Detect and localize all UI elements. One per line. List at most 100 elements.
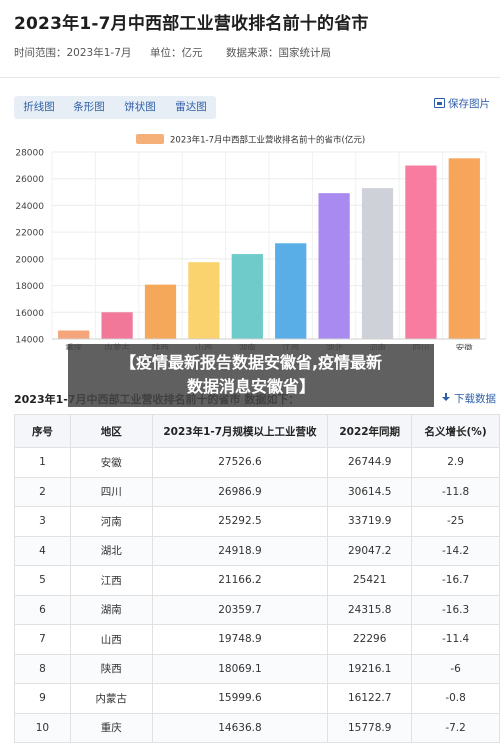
table-row: 7 山西 19748.9 22296 -11.4 (14, 624, 500, 655)
cell-revenue-2023: 19748.9 (151, 624, 329, 655)
table-row: 9 内蒙古 15999.6 16122.7 -0.8 (14, 683, 500, 714)
bar-江西 (275, 243, 307, 339)
cell-revenue-2022: 25421 (327, 565, 413, 596)
legend-label: 2023年1-7月中西部工业营收排名前十的省市(亿元) (170, 135, 365, 146)
unit-label: 单位：亿元 (150, 47, 203, 59)
cell-index: 1 (14, 447, 71, 478)
bar-陕西 (144, 284, 177, 339)
save-image-label: 保存图片 (448, 97, 490, 110)
tab-line-chart[interactable]: 折线图 (23, 101, 55, 113)
table-row: 6 湖南 20359.7 24315.8 -16.3 (14, 594, 500, 625)
cell-revenue-2022: 15778.9 (327, 712, 413, 743)
cell-revenue-2023: 24918.9 (151, 535, 329, 566)
image-icon (434, 98, 445, 108)
y-tick-label: 20000 (15, 255, 44, 265)
header-revenue-2022: 2022年同期 (327, 414, 413, 448)
cell-growth: -16.7 (411, 565, 500, 596)
cell-revenue-2022: 22296 (327, 624, 413, 655)
cell-region: 陕西 (69, 653, 153, 684)
cell-index: 3 (14, 506, 71, 537)
bar-重庆 (58, 330, 90, 339)
cell-growth: -11.4 (411, 624, 500, 655)
x-tick-label: 安徽 (456, 343, 474, 350)
table-row: 3 河南 25292.5 33719.9 -25 (14, 506, 500, 537)
cell-revenue-2022: 30614.5 (327, 476, 413, 507)
cell-region: 河南 (69, 506, 153, 537)
y-tick-label: 18000 (15, 282, 44, 292)
cell-revenue-2023: 18069.1 (151, 653, 329, 684)
cell-revenue-2023: 27526.6 (151, 447, 329, 478)
cell-index: 4 (14, 535, 71, 566)
tab-radar-chart[interactable]: 雷达图 (175, 101, 207, 113)
cell-growth: -0.8 (411, 683, 500, 714)
bar-chart: 2023年1-7月中西部工业营收排名前十的省市(亿元) 14000 16000 180… (15, 134, 487, 350)
data-source: 数据来源：国家统计局 (226, 47, 331, 59)
bar-安徽 (448, 158, 480, 339)
cell-index: 6 (14, 594, 71, 625)
cell-growth: -11.8 (411, 476, 500, 507)
cell-revenue-2022: 29047.2 (327, 535, 413, 566)
cell-growth: -6 (411, 653, 500, 684)
table-header-row: 序号 地区 2023年1-7月规模以上工业营收 2022年同期 名义增长(%) (14, 414, 500, 448)
cell-growth: -14.2 (411, 535, 500, 566)
table-row: 4 湖北 24918.9 29047.2 -14.2 (14, 535, 500, 566)
cell-growth: 2.9 (411, 447, 500, 478)
cell-region: 湖北 (69, 535, 153, 566)
data-table: 序号 地区 2023年1-7月规模以上工业营收 2022年同期 名义增长(%) … (14, 414, 500, 743)
cell-region: 湖南 (69, 594, 153, 625)
cell-revenue-2022: 26744.9 (327, 447, 413, 478)
overlay-banner: 【疫情最新报告数据安徽省,疫情最新 数据消息安徽省】 (68, 344, 434, 407)
cell-region: 山西 (69, 624, 153, 655)
table-row: 8 陕西 18069.1 19216.1 -6 (14, 653, 500, 684)
tab-pie-chart[interactable]: 饼状图 (124, 101, 156, 113)
cell-region: 内蒙古 (69, 683, 153, 714)
legend-swatch (136, 134, 164, 144)
banner-line-2: 数据消息安徽省】 (186, 377, 315, 396)
cell-index: 8 (14, 653, 71, 684)
cell-revenue-2023: 26986.9 (151, 476, 329, 507)
cell-region: 安徽 (69, 447, 153, 478)
cell-revenue-2023: 14636.8 (151, 712, 329, 743)
cell-index: 5 (14, 565, 71, 596)
header-region: 地区 (69, 414, 153, 448)
header-revenue-2023: 2023年1-7月规模以上工业营收 (151, 414, 329, 448)
save-image-button[interactable]: 保存图片 (434, 96, 490, 110)
time-range: 时间范围：2023年1-7月 (14, 47, 132, 59)
table-row: 1 安徽 27526.6 26744.9 2.9 (14, 447, 500, 478)
cell-growth: -25 (411, 506, 500, 537)
tab-bar-chart[interactable]: 条形图 (73, 101, 105, 113)
cell-revenue-2022: 24315.8 (327, 594, 413, 625)
cell-index: 10 (14, 712, 71, 743)
cell-revenue-2023: 25292.5 (151, 506, 329, 537)
page-title: 2023年1-7月中西部工业营收排名前十的省市 (14, 14, 369, 34)
cell-index: 2 (14, 476, 71, 507)
page-header: 2023年1-7月中西部工业营收排名前十的省市 时间范围：2023年1-7月 单… (0, 0, 500, 78)
bar-河南 (361, 188, 394, 339)
cell-revenue-2022: 33719.9 (327, 506, 413, 537)
download-icon (441, 393, 451, 404)
y-tick-label: 28000 (15, 149, 44, 159)
cell-index: 9 (14, 683, 71, 714)
download-data-button[interactable]: 下载数据 (441, 391, 496, 406)
table-row: 5 江西 21166.2 25421 -16.7 (14, 565, 500, 596)
bar-山西 (188, 262, 220, 339)
table-row: 10 重庆 14636.8 15778.9 -7.2 (14, 712, 500, 743)
table-row: 2 四川 26986.9 30614.5 -11.8 (14, 476, 500, 507)
bar-湖南 (231, 254, 263, 339)
cell-revenue-2022: 19216.1 (327, 653, 413, 684)
y-tick-label: 26000 (15, 175, 44, 185)
cell-region: 四川 (69, 476, 153, 507)
chart-type-tabs: 折线图 条形图 饼状图 雷达图 (14, 96, 216, 119)
cell-revenue-2022: 16122.7 (327, 683, 413, 714)
download-label: 下载数据 (454, 393, 496, 405)
cell-growth: -16.3 (411, 594, 500, 625)
bar-湖北 (318, 193, 350, 339)
banner-line-1: 【疫情最新报告数据安徽省,疫情最新 (119, 353, 383, 372)
y-tick-label: 14000 (15, 336, 44, 346)
cell-region: 江西 (69, 565, 153, 596)
cell-revenue-2023: 20359.7 (151, 594, 329, 625)
bar-四川 (405, 165, 437, 339)
bar-内蒙古 (101, 312, 133, 339)
header-index: 序号 (14, 414, 71, 448)
y-tick-label: 16000 (15, 309, 44, 319)
